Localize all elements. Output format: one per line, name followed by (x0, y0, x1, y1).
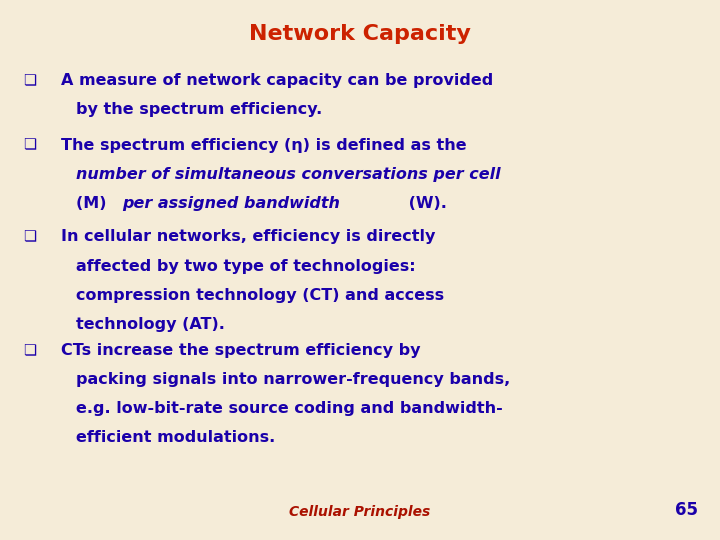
Text: 65: 65 (675, 502, 698, 519)
Text: per assigned bandwidth: per assigned bandwidth (122, 196, 340, 211)
Text: compression technology (CT) and access: compression technology (CT) and access (76, 288, 444, 303)
Text: affected by two type of technologies:: affected by two type of technologies: (76, 259, 415, 274)
Text: e.g. low-bit-rate source coding and bandwidth-: e.g. low-bit-rate source coding and band… (76, 401, 503, 416)
Text: A measure of network capacity can be provided: A measure of network capacity can be pro… (61, 73, 493, 88)
Text: number of simultaneous conversations per cell: number of simultaneous conversations per… (76, 167, 500, 182)
Text: Cellular Principles: Cellular Principles (289, 505, 431, 519)
Text: technology (AT).: technology (AT). (76, 317, 225, 332)
Text: ❏: ❏ (23, 230, 36, 245)
Text: ❏: ❏ (23, 73, 36, 88)
Text: ❏: ❏ (23, 138, 36, 153)
Text: In cellular networks, efficiency is directly: In cellular networks, efficiency is dire… (61, 230, 436, 245)
Text: Network Capacity: Network Capacity (249, 24, 471, 44)
Text: efficient modulations.: efficient modulations. (76, 430, 275, 445)
Text: by the spectrum efficiency.: by the spectrum efficiency. (76, 102, 322, 117)
Text: The spectrum efficiency (η) is defined as the: The spectrum efficiency (η) is defined a… (61, 138, 467, 153)
Text: CTs increase the spectrum efficiency by: CTs increase the spectrum efficiency by (61, 343, 420, 358)
Text: (W).: (W). (403, 196, 447, 211)
Text: packing signals into narrower-frequency bands,: packing signals into narrower-frequency … (76, 372, 510, 387)
Text: (M): (M) (76, 196, 112, 211)
Text: ❏: ❏ (23, 343, 36, 358)
